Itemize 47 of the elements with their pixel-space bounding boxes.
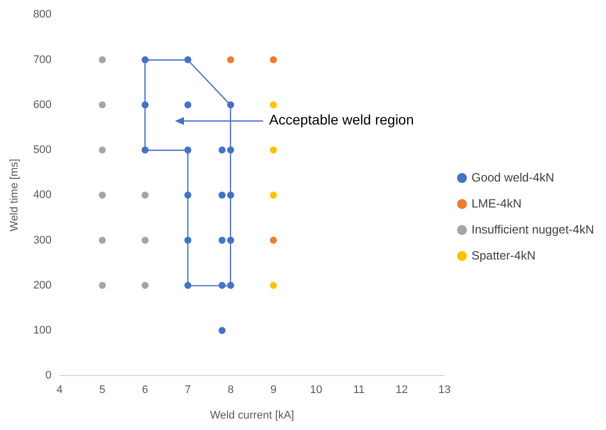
point [218,236,226,244]
point [98,236,106,244]
point [184,101,192,108]
point [270,101,277,108]
legend-label: Insufficient nugget-4kN [471,222,594,236]
point [218,146,226,154]
y-tick-label: 100 [33,324,52,337]
point [227,56,234,64]
point [218,192,226,199]
point [270,282,277,289]
x-tick-label: 12 [396,384,408,396]
point [142,236,149,244]
y-tick-label: 0 [45,370,52,382]
point [142,192,149,199]
x-axis-title: Weld current [kA] [210,409,294,422]
y-axis-title: Weld time [ms] [8,158,21,232]
legend-label: LME-4kN [471,196,522,210]
x-tick-label: 7 [184,384,191,396]
y-tick-label: 300 [33,234,52,246]
x-tick-label: 9 [270,384,276,396]
x-tick-label: 13 [438,384,451,396]
x-tick-label: 8 [228,384,234,396]
x-tick-label: 4 [56,384,63,396]
y-tick-label: 500 [33,144,52,156]
y-tick-label: 400 [33,189,52,202]
annotation: Acceptable weld region [269,112,414,128]
point [270,192,277,199]
y-tick-label: 600 [33,98,52,111]
x-tick-label: 5 [99,384,106,396]
point [270,56,277,64]
point [98,146,106,154]
x-tick-label: 6 [142,384,148,396]
legend-label: Spatter-4kN [471,248,536,262]
y-tick-label: 200 [33,279,52,292]
point [98,282,106,289]
point [98,192,106,199]
legend-label: Good weld-4kN [471,170,554,184]
point [98,56,106,64]
y-tick-label: 700 [33,54,52,66]
x-tick-label: 10 [310,384,322,396]
point [270,236,277,244]
point [218,326,226,334]
y-tick-label: 800 [33,8,52,21]
point [98,101,106,108]
point [270,146,277,154]
x-tick-label: 11 [353,384,365,396]
point [142,282,149,289]
